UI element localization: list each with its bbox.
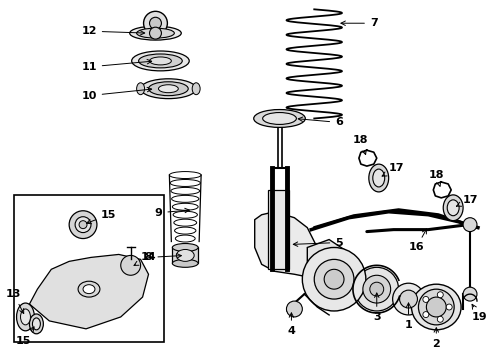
Circle shape: [314, 260, 354, 299]
Ellipse shape: [174, 219, 196, 226]
Circle shape: [423, 312, 429, 318]
Text: 2: 2: [432, 328, 440, 349]
Ellipse shape: [158, 85, 178, 93]
Ellipse shape: [172, 260, 198, 267]
Circle shape: [287, 301, 302, 317]
Ellipse shape: [447, 200, 459, 216]
Ellipse shape: [170, 180, 200, 186]
Ellipse shape: [172, 243, 198, 251]
Text: 5: 5: [294, 238, 343, 248]
Text: 15: 15: [16, 327, 34, 346]
Ellipse shape: [172, 195, 199, 202]
Circle shape: [144, 11, 168, 35]
Polygon shape: [255, 212, 317, 277]
Circle shape: [149, 27, 161, 39]
Circle shape: [324, 269, 344, 289]
Circle shape: [302, 247, 366, 311]
Text: 14: 14: [134, 252, 156, 265]
Circle shape: [355, 267, 398, 311]
Text: 3: 3: [373, 293, 381, 322]
Ellipse shape: [172, 203, 198, 210]
Ellipse shape: [171, 188, 199, 194]
Ellipse shape: [32, 318, 40, 330]
Bar: [14, 195, 165, 342]
Text: 7: 7: [341, 18, 378, 28]
Text: 13: 13: [6, 289, 24, 314]
Text: 12: 12: [81, 26, 145, 36]
Ellipse shape: [254, 109, 305, 127]
Text: 4: 4: [288, 313, 295, 336]
Circle shape: [121, 255, 141, 275]
Circle shape: [75, 217, 91, 233]
Text: 1: 1: [405, 303, 413, 330]
Text: 17: 17: [457, 195, 478, 206]
Circle shape: [69, 211, 97, 239]
Bar: [268, 190, 290, 269]
Circle shape: [363, 275, 391, 303]
Text: 19: 19: [472, 304, 488, 322]
Ellipse shape: [175, 235, 195, 242]
Ellipse shape: [139, 54, 182, 68]
Text: 8: 8: [145, 252, 181, 262]
Ellipse shape: [174, 227, 196, 234]
Ellipse shape: [29, 314, 43, 334]
Text: 16: 16: [409, 229, 426, 252]
Circle shape: [437, 316, 443, 322]
Ellipse shape: [137, 28, 174, 38]
Ellipse shape: [78, 281, 100, 297]
Ellipse shape: [170, 172, 201, 179]
Circle shape: [418, 289, 454, 325]
Text: 17: 17: [382, 163, 404, 176]
Text: 11: 11: [81, 59, 151, 72]
Text: 15: 15: [87, 210, 117, 224]
Ellipse shape: [130, 26, 181, 40]
Ellipse shape: [21, 309, 30, 325]
Circle shape: [399, 290, 417, 308]
Text: 18: 18: [429, 170, 444, 186]
Ellipse shape: [369, 164, 389, 192]
Ellipse shape: [148, 82, 188, 96]
Polygon shape: [307, 239, 357, 304]
Ellipse shape: [192, 83, 200, 95]
Circle shape: [446, 304, 452, 310]
Ellipse shape: [412, 284, 461, 330]
Ellipse shape: [149, 57, 171, 65]
Ellipse shape: [137, 83, 145, 95]
Circle shape: [463, 218, 477, 231]
Circle shape: [437, 292, 443, 298]
Circle shape: [79, 221, 87, 229]
Polygon shape: [29, 255, 148, 329]
Ellipse shape: [176, 249, 194, 261]
Ellipse shape: [141, 79, 196, 99]
Text: 18: 18: [353, 135, 368, 154]
Circle shape: [423, 296, 429, 302]
Ellipse shape: [263, 113, 296, 125]
Ellipse shape: [373, 169, 385, 187]
Circle shape: [370, 282, 384, 296]
Text: 6: 6: [298, 117, 343, 127]
Ellipse shape: [443, 195, 463, 221]
Bar: [172, 247, 198, 264]
Circle shape: [463, 287, 477, 301]
Circle shape: [392, 283, 424, 315]
Text: 9: 9: [154, 208, 189, 218]
Ellipse shape: [173, 211, 197, 218]
Ellipse shape: [83, 285, 95, 294]
Text: 10: 10: [81, 87, 151, 101]
Ellipse shape: [17, 303, 34, 331]
Circle shape: [426, 297, 446, 317]
Circle shape: [149, 17, 161, 29]
Ellipse shape: [132, 51, 189, 71]
